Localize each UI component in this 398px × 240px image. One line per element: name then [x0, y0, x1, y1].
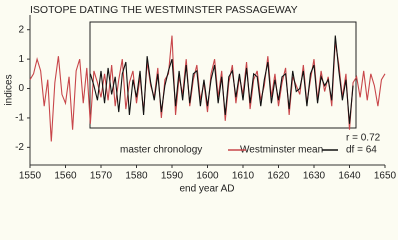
x-tick-label: 1620: [267, 171, 290, 182]
x-tick-label: 1640: [338, 171, 361, 182]
x-tick-label: 1600: [196, 171, 219, 182]
annotation: df = 64: [346, 145, 377, 156]
legend-label: master chronology: [120, 145, 202, 156]
series-line: [89, 35, 354, 124]
y-tick-label: -2: [15, 142, 24, 153]
x-tick-label: 1570: [90, 171, 113, 182]
annotation: r = 0.72: [346, 133, 381, 144]
x-tick-label: 1590: [161, 171, 184, 182]
y-tick-label: -1: [15, 113, 24, 124]
y-axis-label: indices: [4, 74, 15, 105]
x-tick-label: 1580: [125, 171, 148, 182]
x-tick-label: 1630: [303, 171, 326, 182]
y-tick-label: 0: [18, 83, 24, 94]
x-axis-label: end year AD: [179, 184, 234, 195]
x-tick-label: 1550: [19, 171, 42, 182]
legend-label: Westminster mean: [240, 145, 323, 156]
x-tick-label: 1610: [232, 171, 255, 182]
overlap-box: [89, 21, 357, 129]
chart: ISOTOPE DATING THE WESTMINSTER PASSAGEWA…: [4, 4, 397, 195]
x-tick-label: 1560: [54, 171, 77, 182]
x-tick-label: 1650: [374, 171, 397, 182]
y-tick-label: 2: [18, 24, 24, 35]
y-tick-label: 1: [18, 54, 24, 65]
chart-title: ISOTOPE DATING THE WESTMINSTER PASSAGEWA…: [30, 4, 298, 16]
series-line: [29, 35, 386, 142]
